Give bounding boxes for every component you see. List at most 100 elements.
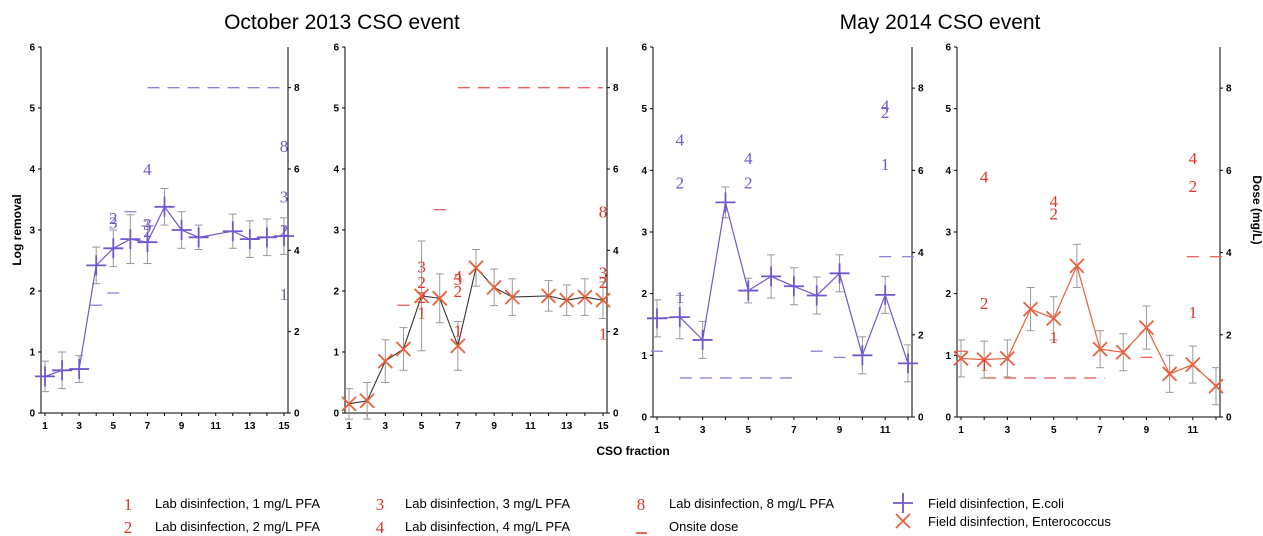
y-tick-label: 2	[945, 289, 951, 300]
lab-label: 3	[599, 264, 608, 283]
field-point	[256, 227, 277, 248]
y-tick-label: 6	[945, 43, 951, 54]
y-tick-label: 6	[29, 43, 35, 54]
field-point	[829, 263, 850, 284]
lab-label: 2	[109, 209, 118, 228]
x-tick-label: 9	[179, 421, 185, 432]
x-tick-label: 9	[1144, 425, 1150, 436]
x-axis-label: CSO fraction	[596, 444, 669, 458]
field-point	[171, 220, 192, 240]
y2-tick-label: 2	[294, 327, 300, 338]
y2-tick-label: 0	[918, 413, 924, 424]
y-tick-label: 1	[29, 348, 35, 359]
x-tick-label: 3	[1005, 425, 1011, 436]
y2-tick-label: 4	[1226, 248, 1232, 259]
legend-symbol: 2	[124, 518, 133, 536]
field-point	[738, 280, 759, 301]
field-point	[137, 232, 158, 253]
y-tick-label: 0	[641, 413, 647, 424]
field-point	[806, 285, 827, 306]
field-point	[898, 353, 918, 374]
field-point	[222, 221, 243, 242]
x-tick-label: 5	[745, 425, 751, 436]
lab-label: 1	[454, 322, 463, 341]
lab-label: 2	[280, 221, 289, 240]
legend-item: 8 Lab disinfection, 8 mg/L PFA	[637, 495, 835, 514]
y-tick-label: 5	[641, 104, 647, 115]
y-tick-label: 3	[333, 226, 339, 237]
y-tick-label: 3	[29, 226, 35, 237]
field-series-line	[348, 266, 604, 405]
legend-item: Field disinfection, E.coli	[893, 493, 1064, 513]
y-tick-label: 4	[333, 165, 339, 176]
lab-label: 3	[280, 187, 289, 206]
lab-label: 2	[417, 273, 426, 292]
field-point	[953, 350, 969, 367]
y2-tick-label: 6	[1226, 166, 1232, 177]
legend-item: Onsite dose	[636, 519, 738, 534]
lab-label: 3	[143, 215, 152, 234]
lab-label: 1	[599, 325, 608, 344]
x-tick-label: 7	[455, 421, 461, 432]
lab-label: 3	[454, 270, 463, 289]
field-point	[35, 366, 55, 387]
x-tick-label: 15	[597, 421, 609, 432]
legend-cross-icon	[895, 513, 911, 529]
field-point	[120, 229, 141, 250]
lab-label: 8	[599, 203, 608, 222]
lab-label: 4	[1049, 192, 1058, 211]
field-point	[359, 393, 375, 409]
field-point	[52, 360, 73, 381]
lab-label: 4	[980, 168, 989, 187]
field-point	[875, 284, 896, 305]
field-series-line	[656, 202, 909, 364]
field-point	[540, 288, 557, 304]
y2-tick-label: 2	[918, 330, 924, 341]
lab-label: 4	[881, 97, 890, 116]
legend-item: 2 Lab disinfection, 2 mg/L PFA	[124, 518, 321, 536]
field-point	[669, 307, 690, 328]
lab-label: 4	[676, 131, 685, 150]
field-point	[413, 288, 430, 304]
x-tick-label: 1	[346, 421, 352, 432]
y-tick-label: 1	[641, 351, 647, 362]
field-point	[1046, 310, 1062, 326]
field-point	[647, 308, 667, 329]
lab-label: 4	[143, 160, 152, 179]
field-point	[999, 350, 1016, 367]
legend-label: Field disinfection, E.coli	[928, 496, 1064, 511]
legend-label: Onsite dose	[669, 519, 738, 534]
lab-label: 1	[676, 288, 685, 307]
field-point	[976, 352, 992, 368]
field-point	[395, 341, 412, 357]
field-point	[1161, 366, 1178, 382]
x-tick-label: 9	[837, 425, 843, 436]
lab-label: 2	[417, 288, 426, 307]
lab-label: 4	[744, 149, 753, 168]
y2-tick-label: 8	[294, 83, 300, 94]
y2-tick-label: 8	[613, 83, 619, 94]
x-tick-label: 11	[525, 421, 536, 432]
y2-tick-label: 0	[294, 409, 300, 420]
lab-label: 2	[881, 103, 890, 122]
legend-label: Lab disinfection, 2 mg/L PFA	[155, 519, 320, 534]
field-point	[432, 290, 448, 306]
x-tick-label: 7	[791, 425, 797, 436]
lab-label: 1	[1049, 328, 1058, 347]
field-point	[1115, 344, 1131, 360]
y2-tick-label: 2	[1226, 330, 1232, 341]
y2-tick-label: 0	[613, 409, 619, 420]
lab-label: 3	[417, 258, 426, 277]
lab-label: 2	[676, 174, 685, 193]
lab-label: 2	[599, 273, 608, 292]
legend-label: Lab disinfection, 4 mg/L PFA	[405, 519, 570, 534]
field-point	[577, 289, 593, 305]
lab-label: 2	[454, 282, 463, 301]
x-tick-label: 1	[654, 425, 660, 436]
y-axis-label-left: Log removal	[10, 194, 24, 265]
y-tick-label: 5	[945, 104, 951, 115]
y2-tick-label: 0	[1226, 413, 1232, 424]
